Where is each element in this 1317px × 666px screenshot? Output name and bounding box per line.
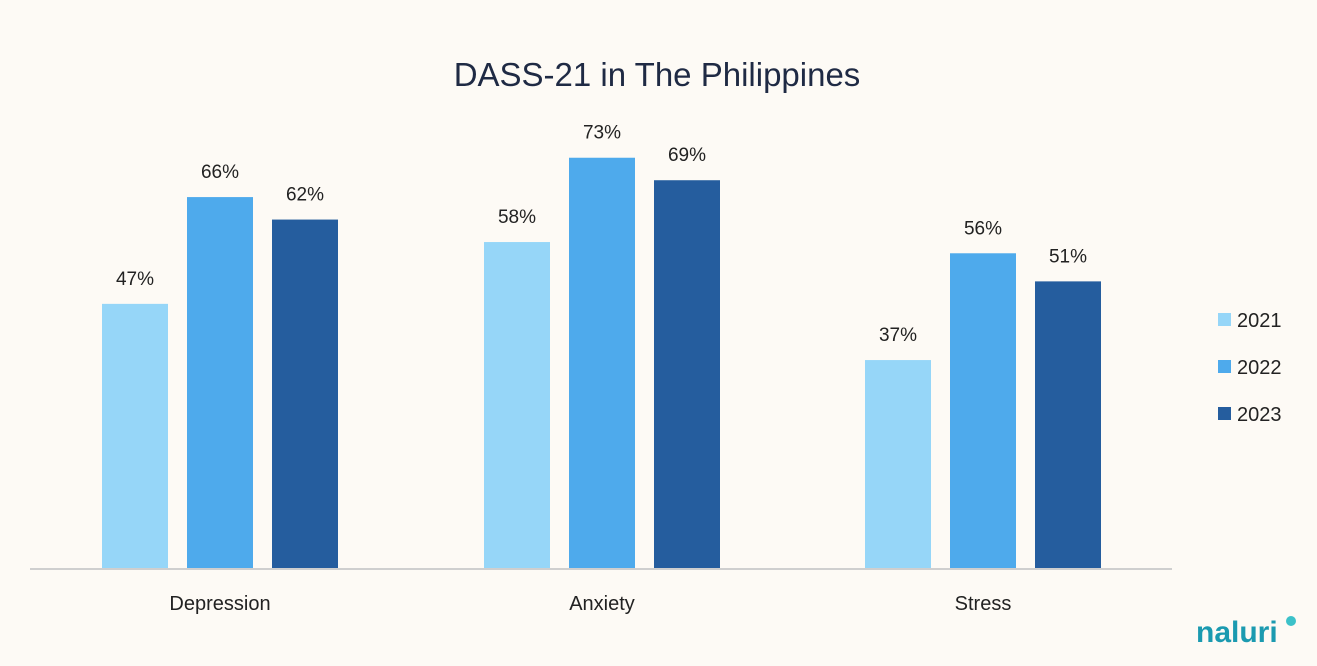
data-label-stress-2022: 56% [964, 218, 1002, 239]
bar-stress-2022 [950, 253, 1016, 568]
bars-group: 47% 66% 62% Depression 58% 73% 69% Anxiety 37% 56… [102, 123, 1101, 615]
data-label-anxiety-2021: 58% [498, 207, 536, 228]
legend-swatch-2022 [1218, 360, 1231, 373]
bar-anxiety-2022 [569, 157, 635, 569]
bar-depression-2021 [102, 303, 168, 568]
bar-stress-2023 [1035, 281, 1101, 568]
brand-logo-text: naluri [1196, 616, 1278, 649]
brand-logo-dot-icon [1286, 616, 1296, 626]
legend-swatch-2023 [1218, 407, 1231, 420]
category-label-depression: Depression [169, 593, 270, 615]
legend-swatch-2021 [1218, 313, 1231, 326]
legend-label-2021: 2021 [1237, 310, 1282, 332]
data-label-anxiety-2023: 69% [668, 145, 706, 166]
data-label-depression-2023: 62% [286, 185, 324, 206]
bar-depression-2023 [272, 219, 338, 568]
category-label-anxiety: Anxiety [569, 593, 635, 615]
chart-title: DASS-21 in The Philippines [454, 56, 861, 93]
brand-logo: naluri [1196, 616, 1296, 649]
legend-label-2023: 2023 [1237, 404, 1282, 426]
data-label-stress-2023: 51% [1049, 246, 1087, 267]
category-label-stress: Stress [955, 593, 1012, 615]
bar-anxiety-2021 [484, 242, 550, 569]
legend-label-2022: 2022 [1237, 357, 1282, 379]
data-label-stress-2021: 37% [879, 325, 917, 346]
bar-anxiety-2023 [654, 180, 720, 568]
data-label-depression-2021: 47% [116, 269, 154, 290]
data-label-anxiety-2022: 73% [583, 123, 621, 144]
legend: 2021 2022 2023 [1218, 310, 1282, 426]
data-label-depression-2022: 66% [201, 162, 239, 183]
bar-stress-2021 [865, 360, 931, 568]
bar-depression-2022 [187, 197, 253, 568]
